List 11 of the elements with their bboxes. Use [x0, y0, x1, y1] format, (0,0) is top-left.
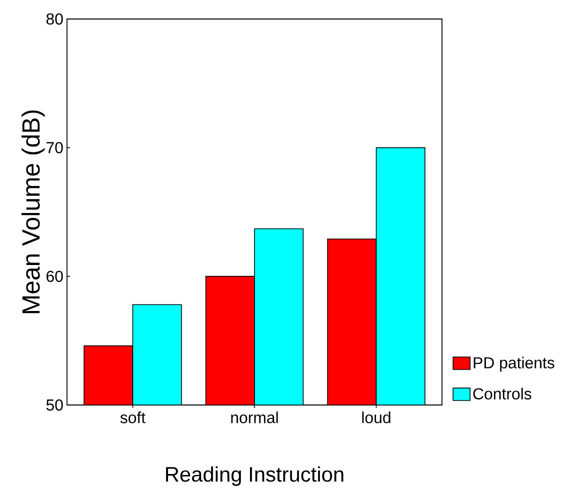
- y-axis-title: Mean Volume (dB): [22, 110, 45, 314]
- x-tick-label: soft: [120, 412, 146, 424]
- x-axis-title: Reading Instruction: [166, 466, 344, 486]
- y-tick-label: 50: [46, 399, 63, 411]
- legend-label: PD patients: [474, 356, 554, 372]
- y-tick-label: 60: [46, 270, 63, 282]
- y-tick-label: 70: [46, 142, 63, 154]
- legend-label: Controls: [473, 388, 532, 400]
- y-tick-label: 80: [46, 13, 63, 25]
- x-tick-label: normal: [231, 412, 278, 424]
- x-tick-label: loud: [362, 412, 390, 424]
